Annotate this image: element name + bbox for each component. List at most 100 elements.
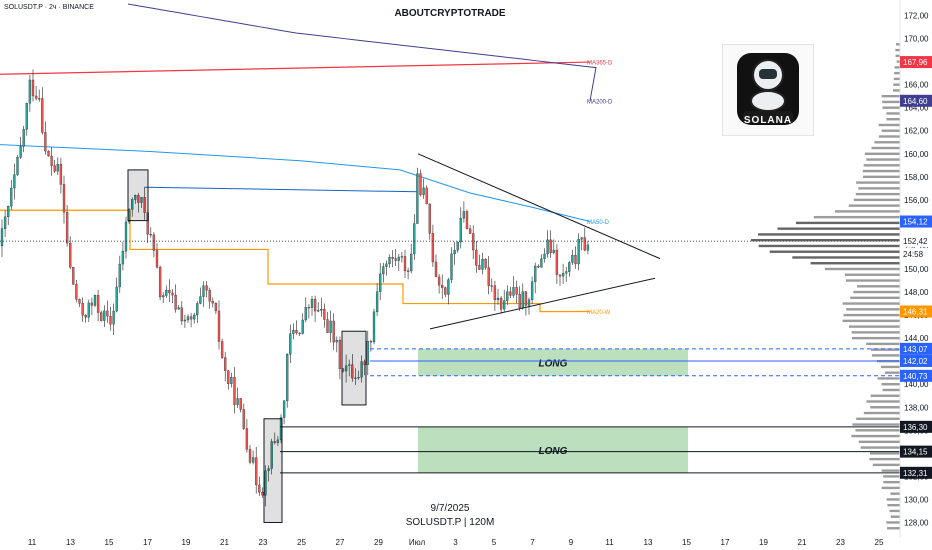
volume-profile-bar xyxy=(894,71,900,75)
candle-body xyxy=(434,261,438,278)
y-tick-label: 160,00 xyxy=(904,150,929,159)
candle-body xyxy=(295,330,298,334)
candles xyxy=(0,69,590,507)
candle-body xyxy=(230,377,233,384)
candle-body xyxy=(7,206,10,218)
volume-profile-bar xyxy=(813,215,900,219)
candle-body xyxy=(496,297,500,301)
candle-body xyxy=(546,239,549,255)
candle-body xyxy=(329,320,332,333)
y-tick-label: 166,00 xyxy=(904,81,929,90)
candle-body xyxy=(441,284,444,288)
volume-profile-bar xyxy=(887,503,900,507)
candle-body xyxy=(335,340,338,343)
candle-body xyxy=(354,377,357,379)
drawings xyxy=(0,153,900,523)
candle-body xyxy=(149,234,152,236)
volume-profile-bar xyxy=(896,60,900,63)
candle-body xyxy=(84,315,87,318)
price-tag-background xyxy=(900,94,932,107)
candle-body xyxy=(493,285,497,301)
candle-body xyxy=(267,468,270,472)
price-tag-label: 136,30 xyxy=(903,423,928,432)
price-tag-background xyxy=(900,248,932,261)
candle-body xyxy=(521,291,524,308)
candle-body xyxy=(400,256,404,258)
ma-label: MA20-W xyxy=(587,310,611,316)
candle-body xyxy=(388,257,391,265)
volume-profile-bar xyxy=(893,77,900,81)
candle-body xyxy=(372,311,376,343)
candle-body xyxy=(338,340,342,370)
candle-body xyxy=(50,155,53,166)
price-tag-label: 143,07 xyxy=(903,345,928,354)
candle-body xyxy=(369,341,373,343)
candle-body xyxy=(385,263,388,267)
volume-profile-bar xyxy=(894,66,900,69)
candle-body xyxy=(196,303,199,316)
candle-body xyxy=(462,211,466,219)
x-tick-label: 13 xyxy=(66,538,75,547)
candle-body xyxy=(465,211,469,229)
candle-body xyxy=(410,253,413,272)
ma50-line xyxy=(0,144,591,223)
candle-body xyxy=(115,286,118,312)
price-tag-background xyxy=(900,235,932,248)
candle-body xyxy=(391,257,394,259)
candle-body xyxy=(450,253,453,280)
candle-body xyxy=(437,276,441,286)
y-tick-label: 140,00 xyxy=(904,380,929,389)
y-tick-label: 156,00 xyxy=(904,196,929,205)
candle-body xyxy=(360,361,363,378)
volume-profile-bar xyxy=(848,325,900,328)
candle-body xyxy=(13,174,16,189)
candle-body xyxy=(258,484,261,493)
candle-body xyxy=(394,258,397,261)
candle-body xyxy=(431,233,435,263)
volume-profile-bar xyxy=(886,498,900,501)
candle-body xyxy=(555,249,559,275)
volume-profile-bar xyxy=(883,475,900,478)
candle-body xyxy=(59,164,63,185)
volume-profile-bar xyxy=(895,43,900,46)
volume-profile-bar xyxy=(850,296,900,300)
x-tick-label: 25 xyxy=(875,538,884,547)
candle-body xyxy=(137,195,140,203)
candle-body xyxy=(261,492,264,496)
candle-body xyxy=(78,299,81,304)
volume-profile-bar xyxy=(856,417,900,420)
candle-body xyxy=(549,239,552,253)
candle-body xyxy=(47,150,50,157)
candle-body xyxy=(320,309,323,311)
volume-profile-bar xyxy=(881,365,900,369)
candle-body xyxy=(490,285,493,287)
volume-profile-bar xyxy=(845,279,900,282)
candle-body xyxy=(422,187,425,195)
candle-body xyxy=(34,95,38,99)
volume-profile-bar xyxy=(851,331,900,334)
candle-body xyxy=(512,287,515,296)
price-tag-label: 140,73 xyxy=(903,372,928,381)
price-tag-background xyxy=(900,420,932,433)
candle-body xyxy=(382,266,385,275)
volume-profile-bar xyxy=(886,521,900,524)
volume-profile-bar xyxy=(893,83,900,86)
volume-profile-bar xyxy=(895,48,900,52)
candle-body xyxy=(270,441,273,469)
volume-profile-bar xyxy=(882,100,900,104)
price-tag-background xyxy=(900,466,932,479)
y-tick-label: 170,00 xyxy=(904,35,929,44)
x-tick-label: 23 xyxy=(259,538,268,547)
candle-body xyxy=(220,341,224,358)
candle-body xyxy=(143,197,146,213)
volume-profile-bar xyxy=(874,141,900,144)
long-zone-box xyxy=(418,426,688,473)
volume-profile-bar xyxy=(846,308,900,311)
volume-profile-bar xyxy=(870,394,900,397)
y-tick-label: 158,00 xyxy=(904,173,929,182)
candle-body xyxy=(515,287,518,295)
x-tick-label: 5 xyxy=(492,538,497,547)
y-tick-label: 162,00 xyxy=(904,127,929,136)
candle-body xyxy=(165,290,168,296)
